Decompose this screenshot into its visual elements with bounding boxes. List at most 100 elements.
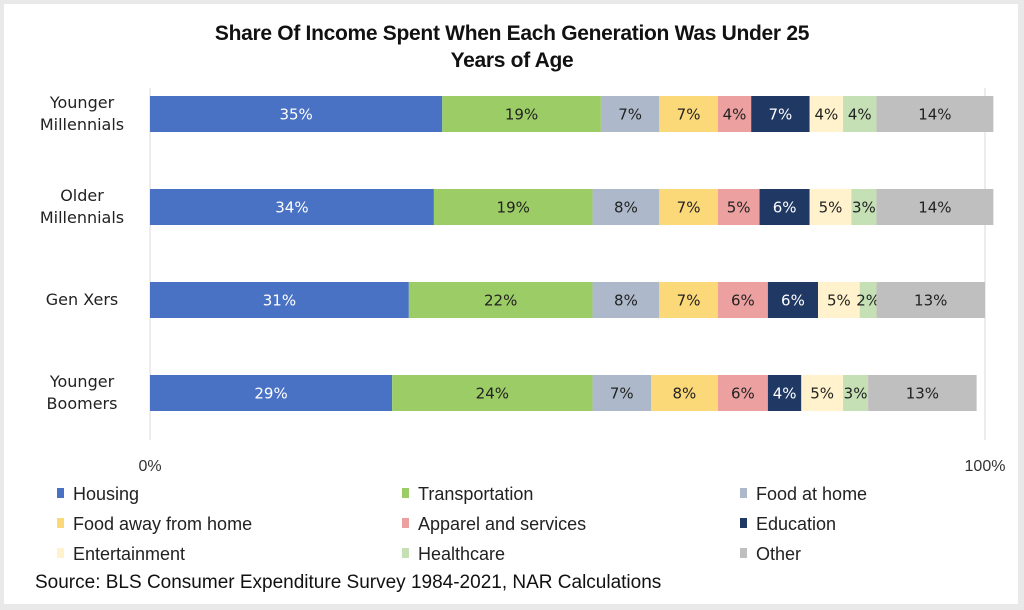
data-label: 4% xyxy=(848,106,872,124)
data-label: 6% xyxy=(773,199,797,217)
bar-segment xyxy=(818,282,860,318)
legend-label: Apparel and services xyxy=(418,514,586,534)
chart-title-line-1: Share Of Income Spent When Each Generati… xyxy=(214,22,810,45)
bar-segment xyxy=(767,375,802,411)
bar-segment xyxy=(442,96,601,132)
category-label: Younger Boomers xyxy=(47,372,118,413)
bar-segment xyxy=(150,96,443,132)
legend-swatch xyxy=(57,488,64,498)
x-tick-label: 100% xyxy=(965,458,1006,475)
data-label: 24% xyxy=(476,385,509,403)
data-label: 7% xyxy=(677,199,701,217)
data-label: 8% xyxy=(673,385,697,403)
data-label: 22% xyxy=(484,292,517,310)
data-label: 7% xyxy=(610,385,634,403)
bar-segment xyxy=(876,282,985,318)
legend-swatch xyxy=(740,548,747,558)
chart-title: Share Of Income Spent When Each Generati… xyxy=(0,20,1024,74)
bar-segment xyxy=(600,96,660,132)
bar-segment xyxy=(659,96,718,132)
data-label: 13% xyxy=(906,385,939,403)
bar-segment xyxy=(767,282,818,318)
category-label-line: Boomers xyxy=(47,394,118,413)
bar-segment xyxy=(717,375,768,411)
data-label: 3% xyxy=(844,385,868,403)
data-label: 19% xyxy=(505,106,538,124)
data-label: 6% xyxy=(781,292,805,310)
legend-label: Housing xyxy=(73,484,139,504)
data-label: 31% xyxy=(263,292,296,310)
legend-swatch xyxy=(740,488,747,498)
category-label-line: Older xyxy=(60,186,104,205)
category-label: Older Millennials xyxy=(40,186,124,227)
data-label: 3% xyxy=(852,199,876,217)
legend-label: Other xyxy=(756,544,801,564)
legend-swatch xyxy=(402,548,409,558)
legend-label: Food away from home xyxy=(73,514,252,534)
category-label: Gen Xers xyxy=(46,290,118,309)
category-label: Younger Millennials xyxy=(40,93,124,134)
bar-segment xyxy=(150,189,434,225)
data-label: 13% xyxy=(914,292,947,310)
data-label: 7% xyxy=(677,292,701,310)
bar-segment xyxy=(876,96,994,132)
bar-segment xyxy=(659,282,718,318)
legend-label: Healthcare xyxy=(418,544,505,564)
data-label: 5% xyxy=(819,199,843,217)
data-label: 5% xyxy=(727,199,751,217)
bar-segment xyxy=(659,189,718,225)
chart-title-line-2: Years of Age xyxy=(450,49,574,72)
category-label-line: Younger xyxy=(49,93,115,112)
bar-segment xyxy=(876,189,994,225)
bar-segment xyxy=(392,375,593,411)
data-label: 4% xyxy=(723,106,747,124)
bar-segment xyxy=(651,375,718,411)
data-label: 2% xyxy=(856,292,880,310)
bar-segment xyxy=(717,189,760,225)
category-label-line: Gen Xers xyxy=(46,290,118,309)
bar-segment xyxy=(843,375,869,411)
legend-label: Food at home xyxy=(756,484,867,504)
source-note: Source: BLS Consumer Expenditure Survey … xyxy=(35,572,661,593)
data-label: 35% xyxy=(279,106,312,124)
data-label: 8% xyxy=(614,292,638,310)
bar-segment xyxy=(592,375,651,411)
data-label: 6% xyxy=(731,385,755,403)
bar-segment xyxy=(851,189,877,225)
legend-swatch xyxy=(57,548,64,558)
bar-segment xyxy=(809,96,844,132)
bar-segment xyxy=(717,282,768,318)
category-label-line: Millennials xyxy=(40,208,124,227)
bar-segment xyxy=(150,375,393,411)
data-label: 4% xyxy=(814,106,838,124)
legend-swatch xyxy=(57,518,64,528)
data-label: 7% xyxy=(769,106,793,124)
data-label: 29% xyxy=(254,385,287,403)
data-label: 7% xyxy=(618,106,642,124)
data-label: 8% xyxy=(614,199,638,217)
data-label: 19% xyxy=(497,199,530,217)
bar-segment xyxy=(408,282,593,318)
data-label: 34% xyxy=(275,199,308,217)
bar-segment xyxy=(150,282,409,318)
data-label: 6% xyxy=(731,292,755,310)
data-label: 5% xyxy=(810,385,834,403)
data-label: 7% xyxy=(677,106,701,124)
legend-swatch xyxy=(402,488,409,498)
category-label-line: Younger xyxy=(49,372,115,391)
bar-segment xyxy=(801,375,844,411)
bar-segment xyxy=(592,189,660,225)
legend-swatch xyxy=(402,518,409,528)
bar-segment xyxy=(433,189,593,225)
bar-segment xyxy=(751,96,810,132)
data-label: 4% xyxy=(773,385,797,403)
data-label: 14% xyxy=(918,199,951,217)
bar-segment xyxy=(843,96,877,132)
category-label-line: Millennials xyxy=(40,115,124,134)
data-label: 5% xyxy=(827,292,851,310)
bar-segment xyxy=(717,96,752,132)
bar-segment xyxy=(809,189,852,225)
bar-segment xyxy=(592,282,660,318)
bar-segment xyxy=(859,282,877,318)
